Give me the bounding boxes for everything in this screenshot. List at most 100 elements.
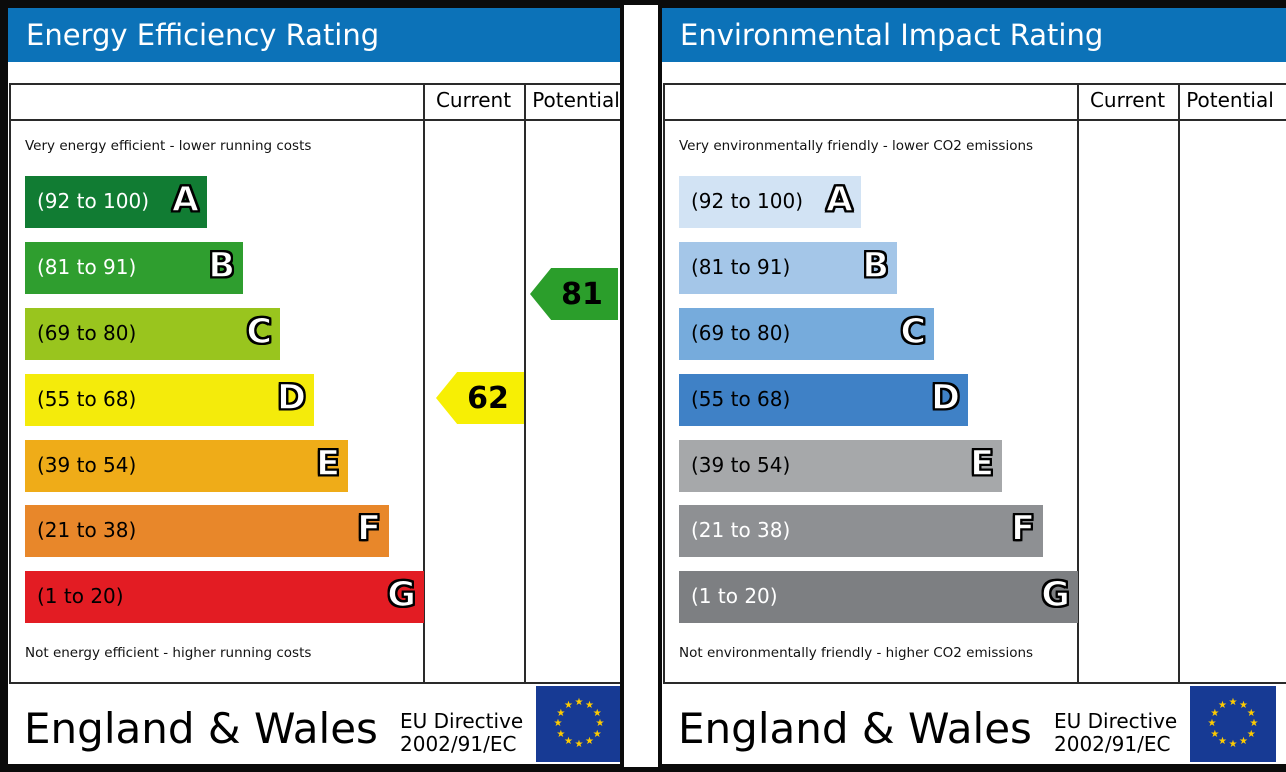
band-letter: A — [171, 179, 200, 221]
current-column-border — [1077, 83, 1079, 684]
eu-star-icon: ★ — [1210, 728, 1220, 740]
band-range-label: (39 to 54) — [691, 453, 791, 477]
band-c: (69 to 80) C — [25, 308, 280, 360]
header-bottom-border — [9, 119, 620, 121]
band-letter: A — [825, 179, 854, 221]
band-c: (69 to 80) C — [679, 308, 934, 360]
eu-star-icon: ★ — [553, 718, 563, 729]
eu-directive-label: EU Directive 2002/91/EC — [400, 710, 523, 756]
band-letter: B — [862, 245, 890, 287]
eu-directive-line2: 2002/91/EC — [400, 732, 517, 756]
band-e: (39 to 54) E — [25, 440, 348, 492]
eu-star-icon: ★ — [556, 728, 566, 740]
eu-flag-icon: ★ ★ ★ ★ ★ ★ ★ ★ ★ ★ ★ ★ — [536, 686, 620, 762]
eu-star-icon: ★ — [1239, 699, 1248, 711]
eu-star-icon: ★ — [556, 707, 566, 719]
panel-title: Energy Efficiency Rating — [26, 18, 380, 52]
eu-star-icon: ★ — [564, 699, 573, 711]
region-label: England & Wales — [24, 704, 378, 753]
eu-star-icon: ★ — [1218, 736, 1227, 748]
eu-star-icon: ★ — [1218, 699, 1227, 711]
current-column-border — [423, 83, 425, 684]
column-header-current: Current — [435, 88, 512, 112]
top-note: Very energy efficient - lower running co… — [25, 138, 312, 154]
band-g: (1 to 20) G — [25, 571, 424, 623]
eu-star-icon: ★ — [1239, 736, 1248, 748]
top-note: Very environmentally friendly - lower CO… — [679, 138, 1034, 154]
band-d: (55 to 68) D — [25, 374, 314, 426]
bottom-note: Not energy efficient - higher running co… — [25, 645, 312, 661]
eu-directive-line1: EU Directive — [400, 709, 524, 733]
band-letter: E — [969, 443, 994, 485]
bottom-note: Not environmentally friendly - higher CO… — [679, 645, 1034, 661]
band-letter: C — [246, 311, 273, 353]
potential-rating-arrow: 81 — [530, 268, 618, 320]
energy-efficiency-panel: Energy Efficiency Rating Current Potenti… — [8, 8, 620, 764]
eu-star-icon: ★ — [1228, 697, 1238, 708]
band-range-label: (81 to 91) — [691, 255, 791, 279]
band-b: (81 to 91) B — [679, 242, 897, 294]
eu-star-icon: ★ — [564, 736, 573, 748]
eu-star-icon: ★ — [1210, 707, 1220, 719]
eu-directive-line1: EU Directive — [1054, 709, 1178, 733]
band-a: (92 to 100) A — [25, 176, 207, 228]
column-header-potential: Potential — [1186, 88, 1274, 112]
eu-star-icon: ★ — [1228, 739, 1238, 750]
panel-divider — [624, 5, 658, 767]
header-bottom-border — [663, 119, 1286, 121]
eu-directive-line2: 2002/91/EC — [1054, 732, 1171, 756]
band-range-label: (21 to 38) — [691, 518, 791, 542]
panel-title-bar: Energy Efficiency Rating — [8, 8, 620, 62]
band-letter: C — [900, 311, 927, 353]
band-b: (81 to 91) B — [25, 242, 243, 294]
band-range-label: (1 to 20) — [37, 584, 124, 608]
table-left-border — [663, 83, 665, 684]
band-letter: B — [208, 245, 236, 287]
band-range-label: (55 to 68) — [691, 387, 791, 411]
potential-column-border — [1178, 83, 1180, 684]
band-letter: F — [1010, 508, 1035, 550]
current-rating-value: 62 — [467, 380, 509, 416]
potential-column-border — [524, 83, 526, 684]
column-header-current: Current — [1089, 88, 1166, 112]
band-range-label: (55 to 68) — [37, 387, 137, 411]
band-range-label: (69 to 80) — [37, 321, 137, 345]
potential-rating-value: 81 — [561, 276, 603, 312]
current-rating-arrow: 62 — [436, 372, 524, 424]
column-header-potential: Potential — [532, 88, 620, 112]
band-e: (39 to 54) E — [679, 440, 1002, 492]
panel-title-bar: Environmental Impact Rating — [662, 8, 1286, 62]
band-letter: F — [356, 508, 381, 550]
band-f: (21 to 38) F — [25, 505, 389, 557]
eu-star-icon: ★ — [585, 736, 594, 748]
eu-star-icon: ★ — [1249, 718, 1259, 729]
footer-top-border — [663, 682, 1286, 684]
eu-star-icon: ★ — [574, 697, 584, 708]
band-g: (1 to 20) G — [679, 571, 1078, 623]
table-top-border — [663, 83, 1286, 85]
band-range-label: (92 to 100) — [37, 189, 150, 213]
eu-star-icon: ★ — [1246, 728, 1256, 740]
band-range-label: (81 to 91) — [37, 255, 137, 279]
band-range-label: (1 to 20) — [691, 584, 778, 608]
band-letter: G — [387, 574, 417, 616]
eu-flag-icon: ★ ★ ★ ★ ★ ★ ★ ★ ★ ★ ★ ★ — [1190, 686, 1276, 762]
eu-star-icon: ★ — [592, 728, 602, 740]
band-range-label: (69 to 80) — [691, 321, 791, 345]
band-range-label: (92 to 100) — [691, 189, 804, 213]
eu-star-icon: ★ — [592, 707, 602, 719]
eu-star-icon: ★ — [585, 699, 594, 711]
band-range-label: (21 to 38) — [37, 518, 137, 542]
band-letter: D — [930, 377, 961, 419]
band-range-label: (39 to 54) — [37, 453, 137, 477]
table-top-border — [9, 83, 620, 85]
footer-top-border — [9, 682, 620, 684]
panel-title: Environmental Impact Rating — [680, 18, 1104, 52]
table-left-border — [9, 83, 11, 684]
band-letter: G — [1041, 574, 1071, 616]
eu-star-icon: ★ — [595, 718, 605, 729]
band-letter: E — [315, 443, 340, 485]
band-a: (92 to 100) A — [679, 176, 861, 228]
environmental-impact-panel: Environmental Impact Rating Current Pote… — [662, 8, 1286, 764]
band-letter: D — [276, 377, 307, 419]
